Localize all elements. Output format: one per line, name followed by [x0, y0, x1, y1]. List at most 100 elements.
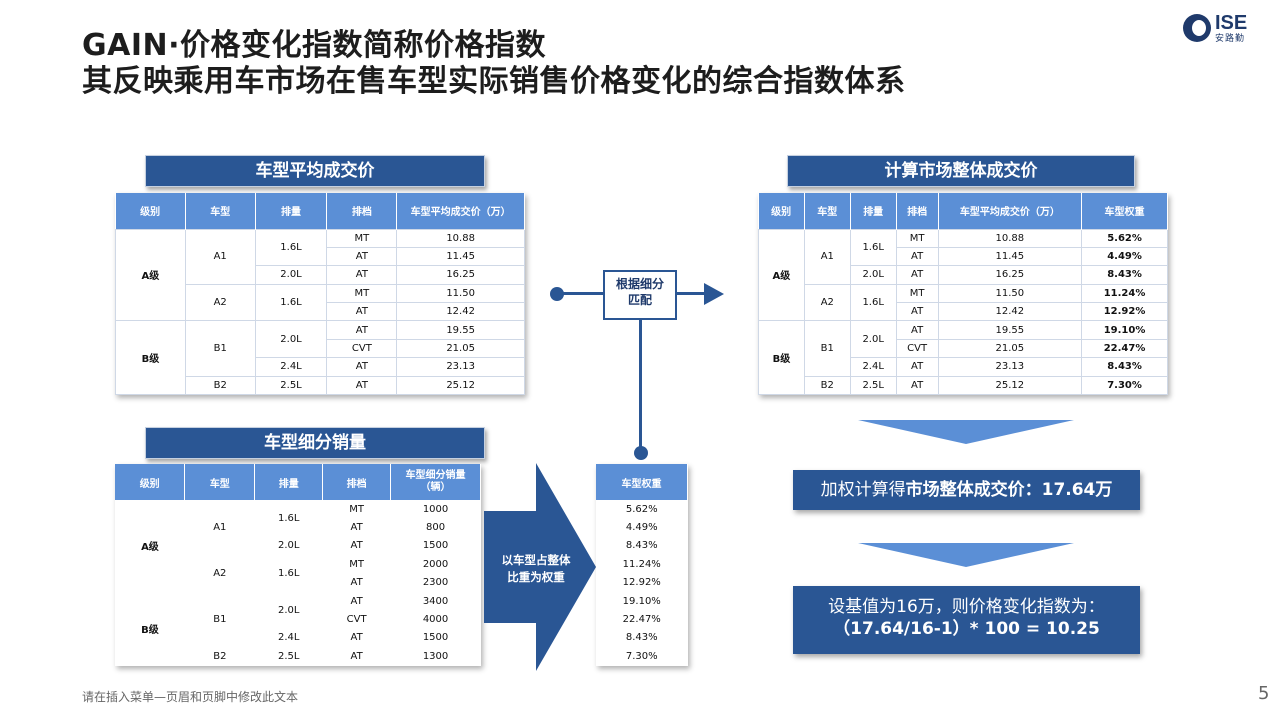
- weight-cell: 8.43%: [625, 540, 658, 552]
- weight-cell: 5.62%: [625, 503, 658, 515]
- displacement-cell: 2.0L: [254, 265, 328, 285]
- table-row: 5.62%: [596, 500, 688, 518]
- col-header: 级别: [115, 464, 186, 500]
- displacement-cell: 1.6L: [849, 283, 897, 322]
- weight-arrow-icon: [484, 463, 596, 671]
- avg-price-banner: 车型平均成交价: [145, 155, 485, 187]
- col-header: 排档: [326, 193, 398, 229]
- grade-cell: A级: [115, 228, 186, 322]
- displacement-cell: 2.0L: [277, 540, 300, 552]
- logo-mark-icon: [1183, 14, 1211, 42]
- table-row: 8.43%: [596, 629, 688, 647]
- grade-cell: B级: [141, 625, 159, 637]
- gearbox-cell: AT: [326, 357, 398, 377]
- table-row: A2 1.6L MT 2000: [115, 555, 481, 579]
- gearbox-cell: AT: [350, 522, 363, 534]
- table-row: B级 B1 2.0L AT 3400: [115, 592, 481, 637]
- segment-sales-table: 级别 车型 排量 排档 车型细分销量 （辆） A级 A1 1.6L MT 100…: [115, 464, 481, 666]
- weight-cell: 5.62%: [1081, 228, 1168, 248]
- sales-cell: 1500: [422, 540, 449, 552]
- page-title: GAIN·价格变化指数简称价格指数 其反映乘用车市场在售车型实际销售价格变化的综…: [82, 28, 906, 100]
- model-cell: B1: [213, 614, 227, 626]
- gearbox-cell: MT: [895, 283, 939, 304]
- col-header: 级别: [758, 193, 805, 229]
- displacement-cell: 2.5L: [277, 650, 300, 662]
- sales-cell: 3400: [422, 595, 449, 607]
- weighted-result-value: 市场整体成交价：17.64万: [905, 480, 1113, 500]
- displacement-cell: 2.5L: [254, 375, 328, 396]
- weight-cell: 8.43%: [1081, 265, 1168, 285]
- price-cell: 16.25: [937, 265, 1083, 285]
- displacement-cell: 1.6L: [277, 568, 300, 580]
- table-row: A2 1.6L MT 11.50 11.24%: [759, 283, 1168, 322]
- table-row: 2.0L AT 16.25: [116, 265, 525, 285]
- weight-cell: 22.47%: [1081, 338, 1168, 359]
- title-line-1: GAIN·价格变化指数简称价格指数: [82, 28, 547, 63]
- gearbox-cell: CVT: [326, 338, 398, 359]
- gearbox-cell: MT: [326, 283, 398, 304]
- weight-arrow-line-1: 以车型占整体: [501, 553, 571, 567]
- displacement-cell: 2.0L: [277, 604, 300, 616]
- table-row: 2.0L AT 16.25 8.43%: [759, 265, 1168, 285]
- match-box-line-2: 匹配: [627, 293, 652, 307]
- table-row: 2.4L AT 1500: [115, 629, 481, 647]
- col-header: 车型权重: [1081, 193, 1168, 229]
- price-cell: 11.50: [396, 283, 525, 304]
- table-row: AT 11.45: [116, 246, 525, 267]
- displacement-cell: 2.0L: [254, 320, 328, 359]
- displacement-cell: 1.6L: [254, 283, 328, 322]
- price-cell: 11.45: [937, 246, 1083, 267]
- gearbox-cell: AT: [895, 375, 939, 396]
- price-cell: 19.55: [937, 320, 1083, 340]
- gearbox-cell: AT: [895, 320, 939, 340]
- gearbox-cell: MT: [349, 503, 364, 515]
- col-header: 排量: [255, 193, 328, 229]
- price-cell: 11.50: [937, 283, 1083, 304]
- col-header: 车型权重: [596, 464, 688, 500]
- model-cell: B2: [213, 650, 227, 662]
- weight-cell: 19.10%: [622, 595, 661, 607]
- price-cell: 10.88: [937, 228, 1083, 248]
- title-line-2: 其反映乘用车市场在售车型实际销售价格变化的综合指数体系: [82, 64, 906, 99]
- table-row: 2.0L AT 1500: [115, 537, 481, 555]
- gearbox-cell: AT: [326, 246, 398, 267]
- table-row: 8.43%: [596, 537, 688, 555]
- displacement-cell: 2.4L: [254, 357, 328, 377]
- sales-cell: 800: [425, 522, 446, 534]
- gearbox-cell: AT: [326, 375, 398, 396]
- price-cell: 10.88: [396, 228, 525, 248]
- table-row: AT 800: [115, 518, 481, 536]
- logo-subtext: 安路勤: [1215, 34, 1246, 44]
- weight-cell: 7.30%: [1081, 375, 1168, 396]
- table-row: 4.49%: [596, 518, 688, 536]
- weight-table: 车型权重 5.62% 4.49% 8.43% 11.24% 12.92% 19.…: [596, 464, 688, 666]
- gearbox-cell: AT: [350, 632, 363, 644]
- market-price-table: 级别 车型 排量 排档 车型平均成交价（万） 车型权重 A级 A1 1.6L M…: [758, 193, 1168, 396]
- col-header: 排档: [896, 193, 939, 229]
- table-row: CVT 4000: [115, 610, 481, 628]
- table-row: B2 2.5L AT 1300: [115, 647, 481, 665]
- price-cell: 21.05: [396, 338, 525, 359]
- model-cell: A1: [803, 228, 851, 285]
- price-cell: 11.45: [396, 246, 525, 267]
- model-cell: B2: [184, 375, 256, 396]
- gearbox-cell: AT: [350, 595, 363, 607]
- price-cell: 16.25: [396, 265, 525, 285]
- col-header: 车型: [185, 193, 256, 229]
- model-cell: B1: [803, 320, 851, 377]
- gearbox-cell: AT: [895, 246, 939, 267]
- price-cell: 25.12: [396, 375, 525, 396]
- connector-end-dot: [634, 446, 648, 460]
- weight-cell: 11.24%: [1081, 283, 1168, 304]
- displacement-cell: 1.6L: [849, 228, 897, 267]
- price-cell: 23.13: [937, 357, 1083, 377]
- weight-cell: 19.10%: [1081, 320, 1168, 340]
- weight-cell: 12.92%: [1081, 302, 1168, 322]
- gearbox-cell: AT: [895, 302, 939, 322]
- page-number: 5: [1258, 683, 1270, 704]
- gearbox-cell: AT: [350, 540, 363, 552]
- displacement-cell: 1.6L: [277, 512, 300, 524]
- price-index-line-1: 设基值为16万，则价格变化指数为：: [828, 597, 1105, 617]
- market-price-banner: 计算市场整体成交价: [787, 155, 1135, 187]
- sales-cell: 1000: [422, 503, 449, 515]
